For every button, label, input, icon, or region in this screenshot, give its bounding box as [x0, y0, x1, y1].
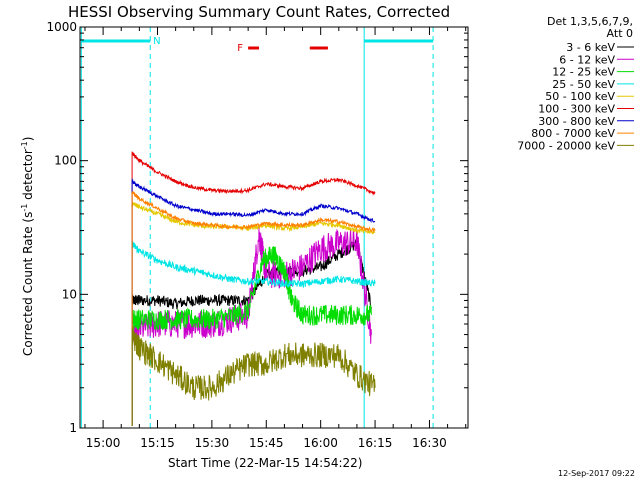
y-axis-label: Corrected Count Rate (s-1 detector-1) — [20, 137, 35, 356]
legend-label-4: 25 - 50 keV — [552, 78, 615, 91]
x-tick-label: 15:45 — [249, 436, 284, 450]
plot-frame — [79, 26, 469, 429]
x-tick-label: 15:15 — [140, 436, 175, 450]
legend-header-line1: Det 1,3,5,6,7,9, — [547, 15, 633, 28]
x-axis-ticks: 15:00 15:15 15:30 15:45 16:00 16:15 16:30 — [84, 27, 467, 450]
series-line-3 — [131, 246, 372, 426]
legend-label-3: 12 - 25 keV — [552, 66, 615, 79]
series-line-8 — [131, 191, 376, 426]
night-label: N — [153, 36, 160, 47]
y-tick-label: 100 — [54, 154, 77, 168]
legend-header-line2: Att 0 — [607, 27, 633, 40]
series-line-7 — [131, 177, 376, 426]
marker-group: NF — [81, 36, 434, 54]
x-tick-label: 15:00 — [86, 436, 121, 450]
x-tick-label: 16:30 — [412, 436, 447, 450]
legend-label-8: 800 - 7000 keV — [531, 127, 615, 140]
flare-label: F — [237, 43, 243, 54]
series-line-6 — [131, 151, 376, 426]
series-line-9 — [131, 326, 376, 426]
series-line-4 — [131, 240, 376, 426]
plot-area-lines — [80, 27, 434, 428]
x-tick-label: 16:00 — [303, 436, 338, 450]
y-tick-label: 10 — [62, 287, 77, 301]
legend-label-7: 300 - 800 keV — [538, 115, 615, 128]
legend-label-6: 100 - 300 keV — [538, 103, 615, 116]
y-axis-ticks: 1 10 100 1000 — [46, 20, 468, 435]
legend-label-2: 6 - 12 keV — [559, 53, 615, 66]
legend-label-5: 50 - 100 keV — [545, 90, 615, 103]
x-axis-label: Start Time (22-Mar-15 14:54:22) — [168, 456, 362, 470]
legend-label-9: 7000 - 20000 keV — [517, 139, 615, 152]
chart-title: HESSI Observing Summary Count Rates, Cor… — [68, 3, 450, 21]
y-tick-label: 1000 — [46, 20, 77, 34]
series-group — [131, 151, 376, 426]
legend-label-1: 3 - 6 keV — [566, 41, 615, 54]
footer-date: 12-Sep-2017 09:22 — [558, 469, 635, 478]
y-tick-label: 1 — [69, 421, 77, 435]
x-tick-label: 15:30 — [195, 436, 230, 450]
x-tick-label: 16:15 — [358, 436, 393, 450]
